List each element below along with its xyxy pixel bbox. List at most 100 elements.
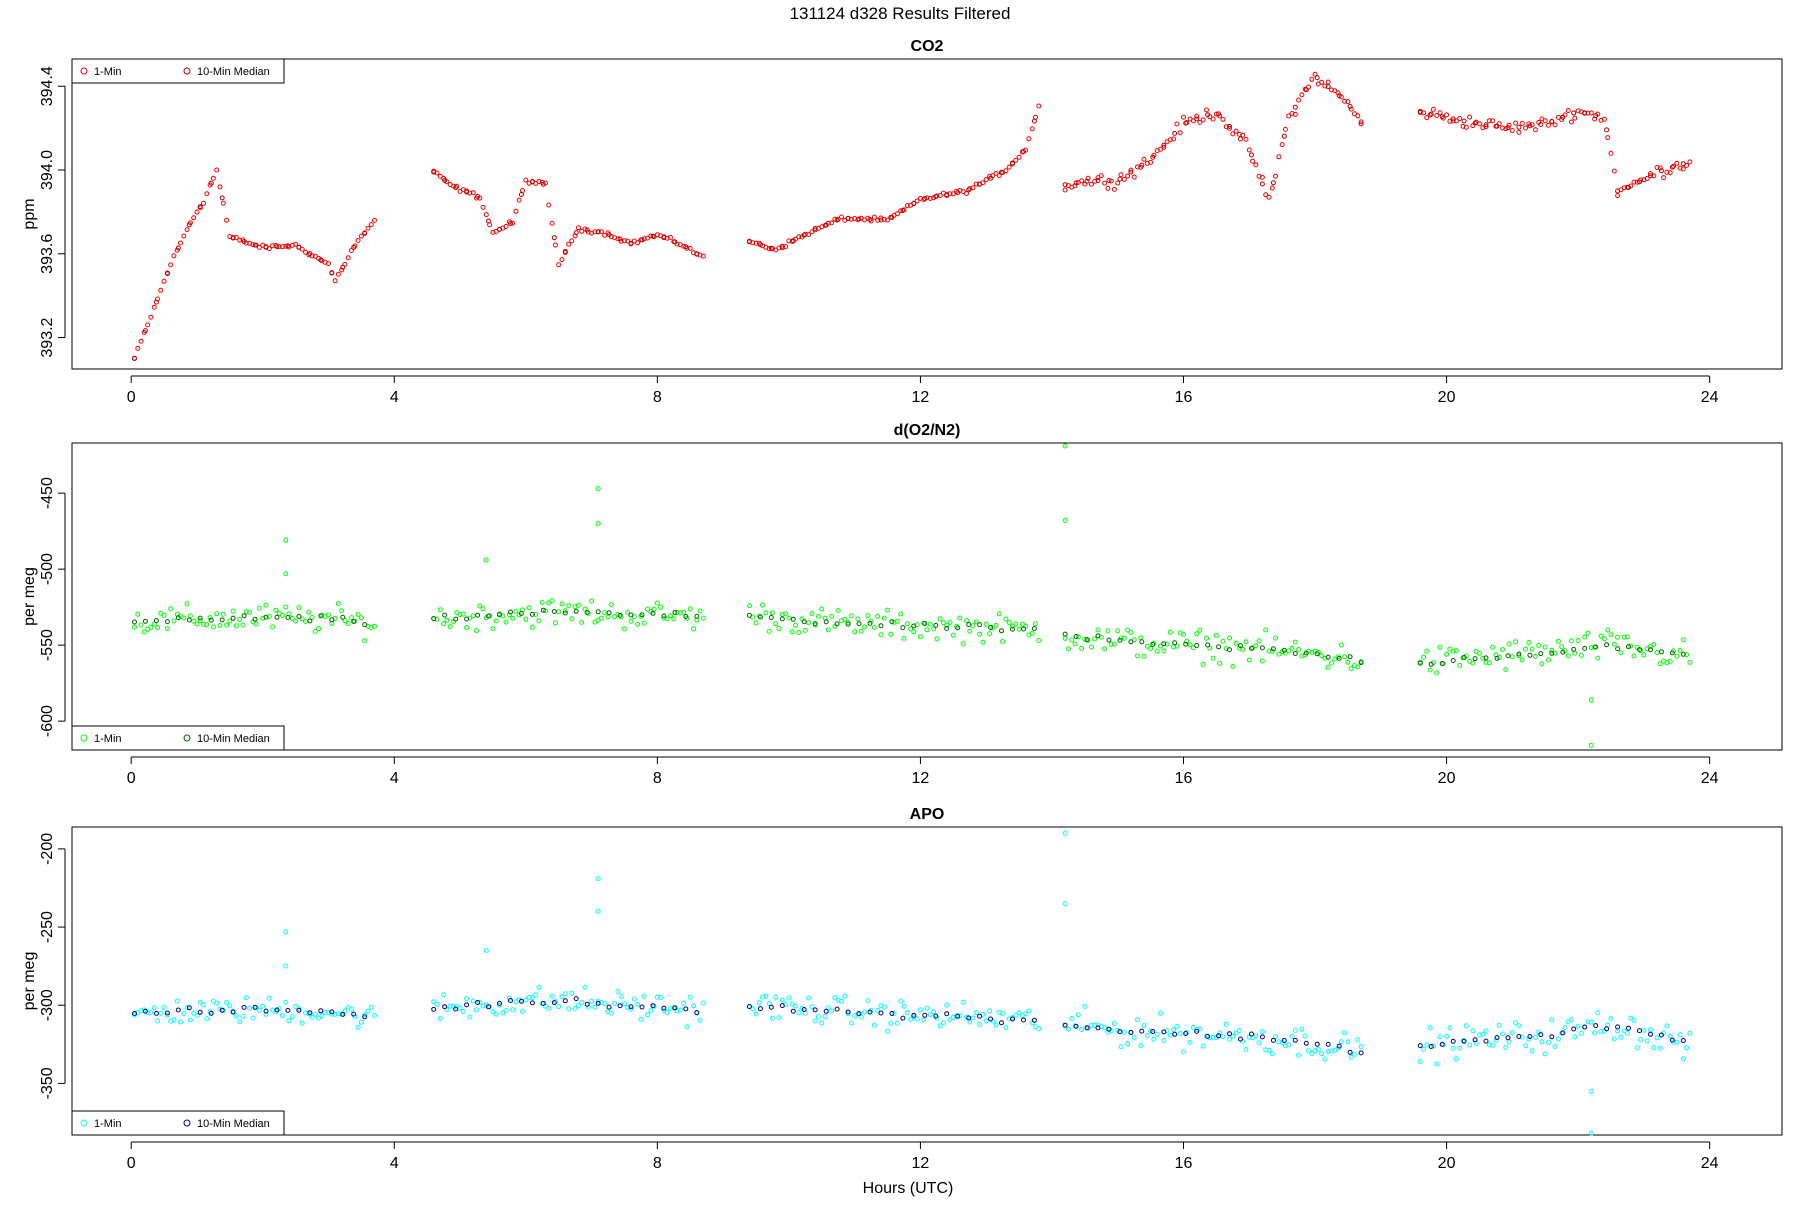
minute-point bbox=[746, 603, 752, 609]
median-point bbox=[1450, 1038, 1456, 1044]
minute-point bbox=[1329, 87, 1334, 93]
minute-point bbox=[451, 619, 456, 625]
minute-point bbox=[829, 220, 835, 226]
median-point bbox=[661, 235, 667, 241]
median-point bbox=[475, 1000, 481, 1005]
minute-point bbox=[500, 1010, 506, 1016]
minute-point bbox=[1319, 653, 1325, 659]
median-point bbox=[1183, 1031, 1189, 1036]
median-point bbox=[1281, 1038, 1287, 1043]
median-point bbox=[1527, 652, 1533, 658]
minute-point bbox=[822, 1014, 828, 1019]
minute-point bbox=[1667, 658, 1673, 664]
minute-point bbox=[1115, 180, 1121, 186]
plot-frame bbox=[71, 58, 1783, 370]
minute-point bbox=[888, 631, 894, 637]
minute-point bbox=[674, 610, 680, 615]
median-point bbox=[801, 619, 807, 625]
median-point bbox=[746, 612, 752, 618]
minute-point bbox=[1509, 654, 1515, 660]
median-point bbox=[197, 204, 203, 210]
minute-point bbox=[786, 995, 792, 1001]
minute-point bbox=[483, 212, 489, 218]
median-point bbox=[1084, 1025, 1090, 1031]
y-tick-label: 393.6 bbox=[39, 234, 56, 274]
minute-point bbox=[776, 1015, 782, 1021]
panel-0: CO2 ppm 0 4 8 12 16 20 24 393.2 393.6 394.0 394.4 1-M… bbox=[21, 38, 1783, 406]
median-point bbox=[1439, 1041, 1445, 1047]
minute-point bbox=[263, 602, 269, 608]
minute-point bbox=[1253, 643, 1259, 649]
median-point bbox=[329, 1009, 335, 1015]
minute-point bbox=[921, 1017, 927, 1023]
minute-point bbox=[868, 618, 874, 624]
minute-point bbox=[309, 1014, 315, 1020]
median-point bbox=[683, 614, 689, 619]
minute-point bbox=[1079, 645, 1085, 651]
minute-point bbox=[233, 235, 239, 240]
legend-marker bbox=[183, 1119, 191, 1127]
y-tick-label: -300 bbox=[39, 989, 56, 1021]
minute-point bbox=[1592, 1030, 1598, 1036]
minute-point bbox=[1279, 142, 1285, 148]
median-point bbox=[1095, 633, 1101, 639]
minute-point bbox=[362, 638, 368, 644]
minute-point bbox=[1348, 1054, 1354, 1060]
minute-point bbox=[1181, 114, 1186, 120]
minute-point bbox=[944, 1002, 950, 1008]
median-point bbox=[1227, 1031, 1232, 1037]
minute-point bbox=[1513, 639, 1519, 645]
minute-point bbox=[1444, 112, 1450, 118]
median-point bbox=[1084, 178, 1090, 184]
minute-point bbox=[263, 1011, 269, 1017]
minute-point bbox=[556, 262, 562, 268]
minute-point bbox=[931, 626, 937, 632]
minute-point bbox=[503, 223, 509, 229]
outlier-point bbox=[283, 963, 289, 969]
minute-point bbox=[865, 998, 871, 1004]
minute-point bbox=[220, 200, 226, 206]
minute-point bbox=[1233, 1030, 1239, 1036]
minute-point bbox=[1315, 1046, 1321, 1052]
minute-point bbox=[503, 1008, 509, 1013]
minute-point bbox=[1088, 181, 1094, 187]
minute-point bbox=[312, 628, 318, 634]
median-point bbox=[1669, 650, 1675, 656]
minute-point bbox=[536, 179, 542, 184]
minute-point bbox=[1358, 119, 1364, 125]
minute-point bbox=[1585, 630, 1591, 636]
minute-point bbox=[358, 233, 364, 239]
minute-point bbox=[569, 990, 575, 996]
minute-point bbox=[1227, 125, 1232, 131]
minute-point bbox=[358, 1019, 364, 1025]
median-point bbox=[1205, 112, 1211, 118]
median-point bbox=[1336, 1043, 1342, 1049]
minute-point bbox=[566, 241, 572, 247]
minute-point bbox=[1680, 1056, 1686, 1062]
median-point bbox=[1347, 1049, 1353, 1055]
minute-point bbox=[691, 1003, 696, 1009]
median-point bbox=[779, 243, 785, 249]
minute-point bbox=[806, 620, 812, 626]
minute-point bbox=[1450, 648, 1456, 654]
minute-point bbox=[293, 618, 299, 624]
minute-point bbox=[1575, 638, 1581, 644]
median-point bbox=[1472, 120, 1478, 126]
minute-point bbox=[924, 1005, 930, 1011]
minute-point bbox=[1624, 1030, 1630, 1036]
minute-point bbox=[224, 622, 230, 628]
minute-point bbox=[243, 609, 249, 615]
median-point bbox=[318, 257, 324, 263]
median-point bbox=[922, 1012, 928, 1018]
minute-point bbox=[204, 191, 210, 197]
minute-point bbox=[464, 996, 470, 1002]
median-point bbox=[867, 1009, 873, 1015]
legend-label: 1-Min bbox=[94, 66, 122, 78]
median-point bbox=[878, 1010, 884, 1016]
legend-marker bbox=[80, 67, 88, 75]
minute-point bbox=[365, 1008, 371, 1014]
minute-point bbox=[1026, 1008, 1032, 1014]
median-point bbox=[1626, 185, 1631, 190]
minute-point bbox=[1654, 650, 1660, 655]
minute-point bbox=[171, 1017, 177, 1023]
